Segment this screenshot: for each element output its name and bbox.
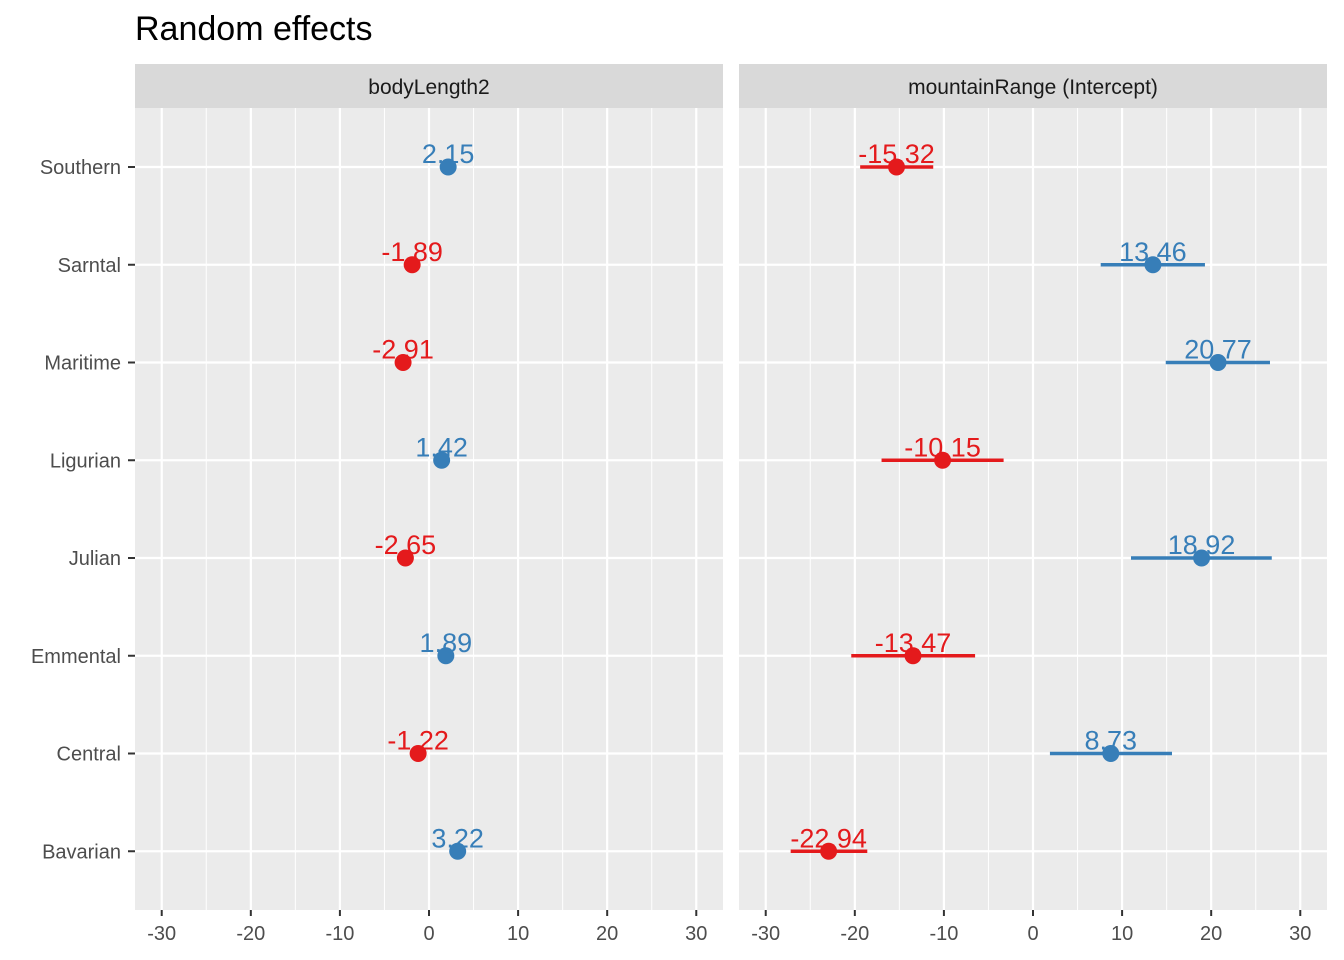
value-label-southern: -15.32 bbox=[858, 139, 935, 169]
x-tick-label: 30 bbox=[685, 923, 707, 945]
x-tick-label: -30 bbox=[147, 923, 176, 945]
value-label-julian: -2.65 bbox=[375, 530, 437, 560]
point-julian bbox=[396, 549, 414, 567]
value-label-emmental: 1.89 bbox=[420, 628, 473, 658]
y-tick-label-sarntal: Sarntal bbox=[58, 255, 121, 277]
point-central bbox=[1102, 745, 1120, 762]
x-tick-label: -20 bbox=[840, 923, 869, 945]
value-label-sarntal: -1.89 bbox=[381, 237, 443, 267]
point-julian bbox=[1193, 549, 1211, 567]
panel-bodylength2: bodyLength2 -30 -20 -10 0 10 20 30 2.15 -1.89 -2.9… bbox=[135, 64, 723, 945]
x-tick-label: 10 bbox=[1111, 923, 1133, 945]
point-maritime bbox=[394, 354, 412, 371]
x-tick-label: -20 bbox=[236, 923, 265, 945]
y-tick-label-emmental: Emmental bbox=[31, 646, 121, 668]
y-tick-label-central: Central bbox=[57, 744, 121, 766]
panel-mountainrange-intercept: mountainRange (Intercept) -30 -20 -10 0 10 20 3… bbox=[739, 64, 1327, 945]
x-tick-label: 0 bbox=[1027, 923, 1038, 945]
value-label-bavarian: -22.94 bbox=[790, 823, 867, 853]
value-label-julian: 18.92 bbox=[1168, 530, 1236, 560]
y-tick-label-ligurian: Ligurian bbox=[50, 450, 121, 472]
point-southern bbox=[439, 158, 457, 176]
x-tick-label: 10 bbox=[507, 923, 529, 945]
x-tick-label: 20 bbox=[1200, 923, 1222, 945]
point-southern bbox=[888, 158, 906, 176]
point-emmental bbox=[904, 647, 922, 665]
point-sarntal bbox=[403, 256, 421, 274]
point-maritime bbox=[1209, 354, 1227, 371]
point-ligurian bbox=[934, 451, 952, 469]
point-ligurian bbox=[433, 451, 451, 469]
panels: bodyLength2 -30 -20 -10 0 10 20 30 2.15 -1.89 -2.9… bbox=[135, 64, 1327, 945]
y-tick-label-bavarian: Bavarian bbox=[42, 841, 121, 863]
x-tick-label: -10 bbox=[325, 923, 354, 945]
value-label-ligurian: 1.42 bbox=[415, 432, 468, 462]
y-tick-label-maritime: Maritime bbox=[44, 353, 121, 375]
x-tick-label: 20 bbox=[596, 923, 618, 945]
y-tick-label-southern: Southern bbox=[40, 157, 121, 179]
x-tick-label: -30 bbox=[751, 923, 780, 945]
point-central bbox=[409, 745, 427, 762]
panel-strip bbox=[739, 64, 1327, 108]
point-sarntal bbox=[1144, 256, 1162, 274]
value-label-central: 8.73 bbox=[1084, 726, 1137, 756]
point-emmental bbox=[437, 647, 455, 665]
y-tick-label-julian: Julian bbox=[69, 548, 121, 570]
value-label-maritime: 20.77 bbox=[1184, 335, 1252, 365]
value-label-maritime: -2.91 bbox=[372, 335, 434, 365]
x-tick-label: 30 bbox=[1289, 923, 1311, 945]
value-label-bavarian: 3.22 bbox=[431, 823, 484, 853]
value-label-southern: 2.15 bbox=[422, 139, 475, 169]
x-tick-label: -10 bbox=[929, 923, 958, 945]
x-tick-label: 0 bbox=[423, 923, 434, 945]
point-bavarian bbox=[820, 842, 838, 860]
panel-strip-label: mountainRange (Intercept) bbox=[908, 76, 1158, 99]
value-label-central: -1.22 bbox=[387, 726, 449, 756]
value-label-sarntal: 13.46 bbox=[1119, 237, 1187, 267]
panel-strip bbox=[135, 64, 723, 108]
panel-strip-label: bodyLength2 bbox=[368, 76, 489, 99]
chart-title: Random effects bbox=[135, 10, 373, 48]
y-axis-labels: Southern Sarntal Maritime Ligurian Julian Emm… bbox=[31, 157, 135, 863]
value-label-emmental: -13.47 bbox=[875, 628, 952, 658]
value-label-ligurian: -10.15 bbox=[904, 432, 981, 462]
point-bavarian bbox=[449, 842, 467, 860]
